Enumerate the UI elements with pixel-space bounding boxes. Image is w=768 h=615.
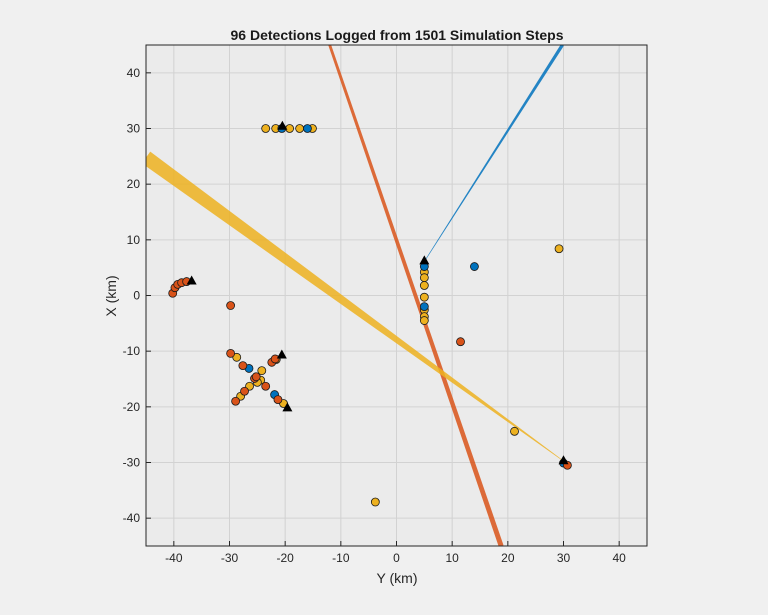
blue-detection-point [419, 302, 429, 312]
yellow-detection-point [419, 292, 429, 302]
yellow-detection-point [261, 124, 271, 133]
orange-sensor-beam [328, 45, 504, 546]
orange-detection-point [231, 396, 241, 406]
orange-detection-point [456, 337, 465, 347]
y-tick-label: 30 [127, 122, 141, 136]
target-marker [277, 120, 288, 130]
y-tick-label: -30 [123, 456, 141, 470]
orange-detection-point [238, 361, 248, 371]
yellow-detection-point [295, 124, 305, 133]
x-tick-label: -30 [221, 551, 239, 565]
yellow-detection-point [419, 316, 429, 325]
y-tick-label: 40 [127, 66, 141, 80]
x-tick-label: -20 [276, 551, 294, 565]
orange-detection-point [240, 386, 249, 396]
yellow-detection-point [232, 352, 242, 362]
y-tick-label: 20 [127, 177, 141, 191]
y-tick-label: -20 [123, 400, 141, 414]
orange-detection-point [273, 395, 283, 404]
target-marker [276, 349, 287, 359]
ticks: -40 -30 -20 -10 0 10 20 30 40 -40 -30 -20 -10 0 10 20 30… [123, 66, 627, 565]
target-marker [282, 402, 293, 412]
orange-detection-point [261, 381, 271, 391]
orange-detection-point [226, 301, 236, 310]
blue-detection-point [303, 124, 312, 133]
beams [146, 45, 564, 546]
x-tick-label: -40 [165, 551, 183, 565]
blue-detection-point [470, 262, 479, 271]
yellow-detection-point [285, 124, 295, 133]
x-tick-label: 10 [445, 551, 459, 565]
x-tick-label: 40 [612, 551, 626, 565]
targets [186, 120, 569, 465]
yellow-detection-point [257, 366, 267, 376]
x-tick-label: 30 [557, 551, 571, 565]
y-tick-label: 10 [127, 233, 141, 247]
yellow-detection-point [510, 426, 519, 436]
orange-detection-point [226, 348, 236, 358]
target-marker [186, 275, 197, 285]
yellow-detection-point [419, 273, 429, 283]
target-marker [419, 255, 430, 265]
orange-detection-point [251, 372, 261, 382]
blue-sensor-beam [424, 45, 564, 262]
x-tick-label: -10 [332, 551, 350, 565]
x-tick-label: 20 [501, 551, 515, 565]
yellow-sensor-beam [146, 151, 563, 461]
yellow-detection-point [419, 281, 429, 290]
y-axis-label: X (km) [103, 275, 119, 316]
x-tick-label: 0 [393, 551, 400, 565]
yellow-detection-point [554, 244, 564, 254]
y-tick-label: 0 [133, 289, 140, 303]
orange-detection-point [270, 354, 280, 364]
y-tick-label: -40 [123, 511, 141, 525]
x-axis-label: Y (km) [377, 570, 418, 586]
y-tick-label: -10 [123, 344, 141, 358]
chart-title: 96 Detections Logged from 1501 Simulatio… [231, 27, 564, 43]
target-marker [558, 455, 569, 465]
yellow-detection-point [370, 497, 380, 507]
